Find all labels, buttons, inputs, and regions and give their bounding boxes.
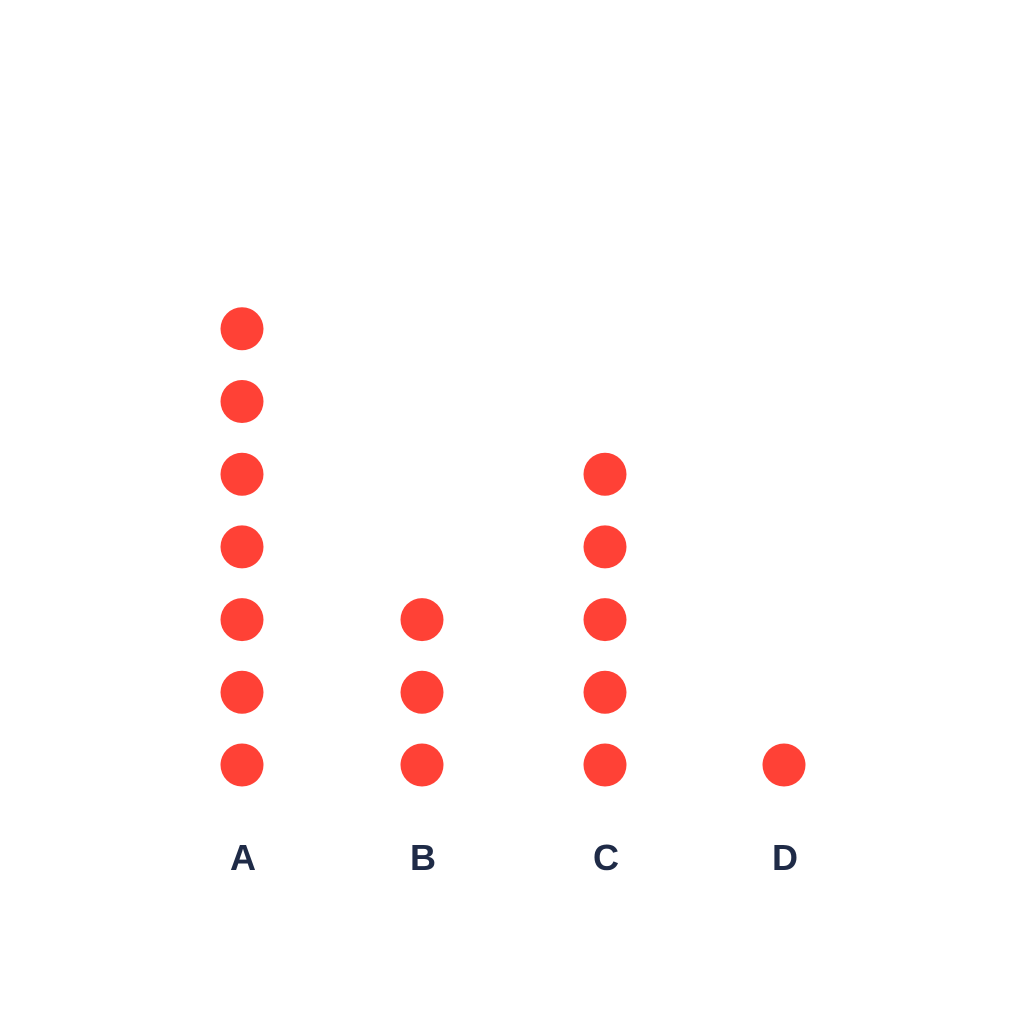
dot-a-1 xyxy=(220,743,264,787)
dot-layer xyxy=(220,307,806,787)
dot-b-2 xyxy=(400,670,444,714)
dot-d-1 xyxy=(762,743,806,787)
dot-c-1 xyxy=(583,743,627,787)
dot-a-5 xyxy=(220,452,264,496)
dot-c-4 xyxy=(583,525,627,569)
category-label-b: B xyxy=(410,837,436,878)
category-label-d: D xyxy=(772,837,798,878)
dot-b-3 xyxy=(400,598,444,642)
dot-a-2 xyxy=(220,670,264,714)
dot-c-5 xyxy=(583,452,627,496)
dot-c-3 xyxy=(583,598,627,642)
dot-a-3 xyxy=(220,598,264,642)
category-labels: A B C D xyxy=(230,837,798,878)
category-label-a: A xyxy=(230,837,256,878)
dot-a-4 xyxy=(220,525,264,569)
dot-a-6 xyxy=(220,380,264,423)
dot-b-1 xyxy=(400,743,444,787)
dot-a-7 xyxy=(220,307,264,351)
category-label-c: C xyxy=(593,837,619,878)
dot-c-2 xyxy=(583,670,627,714)
